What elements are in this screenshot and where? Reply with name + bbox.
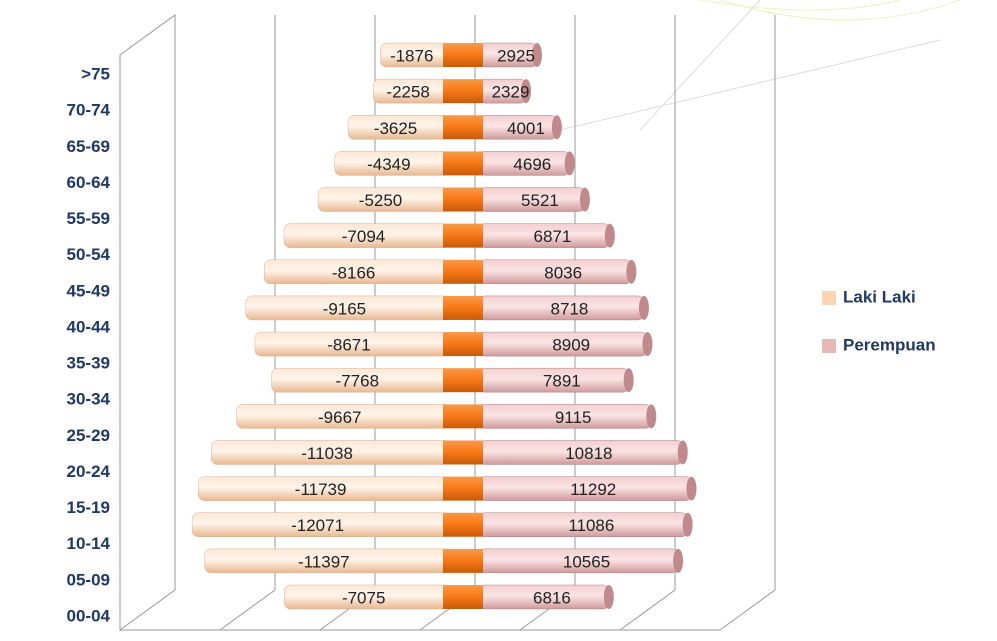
bar-cap [604,223,615,248]
background-decor [559,0,961,131]
data-label: -7094 [342,227,385,246]
data-label: 4696 [513,155,551,174]
data-label: -3625 [374,119,417,138]
bar-cap [603,585,614,609]
data-label: -9165 [323,299,366,318]
bar-cap [638,295,649,320]
legend: Laki Laki Perempuan [822,287,936,354]
category-label: 60-64 [67,173,111,192]
category-label: >75 [81,64,110,83]
bar-core [443,259,483,284]
category-label: 45-49 [67,281,110,300]
data-label: 9115 [555,408,592,427]
bar-core [443,115,483,140]
category-label: 40-44 [67,317,111,336]
data-label: -12071 [291,516,344,535]
category-label: 15-19 [67,498,110,517]
category-label: 20-24 [67,462,111,481]
bar-cap [646,404,657,429]
category-label: 70-74 [67,101,111,120]
bar-cap [623,368,634,393]
category-label: 55-59 [67,209,110,228]
data-label: 8718 [551,299,589,318]
legend-label: Laki Laki [843,287,916,306]
data-label: -2258 [386,83,429,102]
data-label: -4349 [367,155,410,174]
data-label: 10565 [563,552,610,571]
data-label: 7891 [543,372,581,391]
bar-cap [682,512,693,537]
data-label: -11397 [298,552,350,571]
bar-core [443,404,483,429]
bar-cap [579,187,590,212]
data-label: 8036 [544,263,582,282]
bar-core [443,79,483,104]
category-label: 25-29 [67,426,110,445]
legend-swatch [822,291,836,305]
bar-core [443,440,483,465]
data-label: -1876 [390,46,433,65]
data-label: 4001 [507,119,545,138]
category-label: 00-04 [67,606,111,625]
data-label: 6871 [534,227,572,246]
bar-core [443,223,483,248]
legend-swatch [822,339,836,353]
chart-walls [119,14,776,631]
data-label: 10818 [565,444,612,463]
bar-core [443,512,483,537]
category-label: 50-54 [67,245,111,264]
bar-cap [673,548,684,573]
data-label: -5250 [359,191,402,210]
bar-cap [626,259,637,284]
bar-core [443,295,483,320]
bar-core [443,476,483,501]
data-label: 8909 [552,336,590,355]
bar-cap [551,115,562,140]
category-label: 65-69 [67,137,110,156]
bar-core [443,548,483,573]
category-label: 35-39 [67,354,110,373]
category-label: 10-14 [67,534,111,553]
bar-core [443,368,483,393]
bar-core [443,43,483,67]
category-label: 05-09 [67,570,110,589]
data-label: 2925 [497,46,535,65]
data-label: 11086 [568,516,614,535]
bar-cap [642,332,653,357]
category-label: 30-34 [67,390,111,409]
data-label: 5521 [521,191,559,210]
bar-cap [564,151,575,176]
legend-label: Perempuan [843,335,936,354]
bar-cap [686,476,697,501]
bar-core [443,585,483,609]
bar-core [443,187,483,212]
data-label: -7768 [336,372,379,391]
data-label: -11739 [295,480,347,499]
data-label: -11038 [301,444,353,463]
data-label: -9667 [318,408,361,427]
data-label: -7075 [342,588,385,607]
bar-core [443,151,483,176]
data-label: 2329 [492,83,530,102]
data-label: 6816 [533,588,571,607]
data-label: -8166 [332,263,375,282]
bar-core [443,332,483,357]
data-label: 11292 [570,480,616,499]
bar-cap [677,440,688,465]
bar-cap [532,43,542,67]
data-label: -8671 [327,336,370,355]
bar-cap [520,79,531,104]
